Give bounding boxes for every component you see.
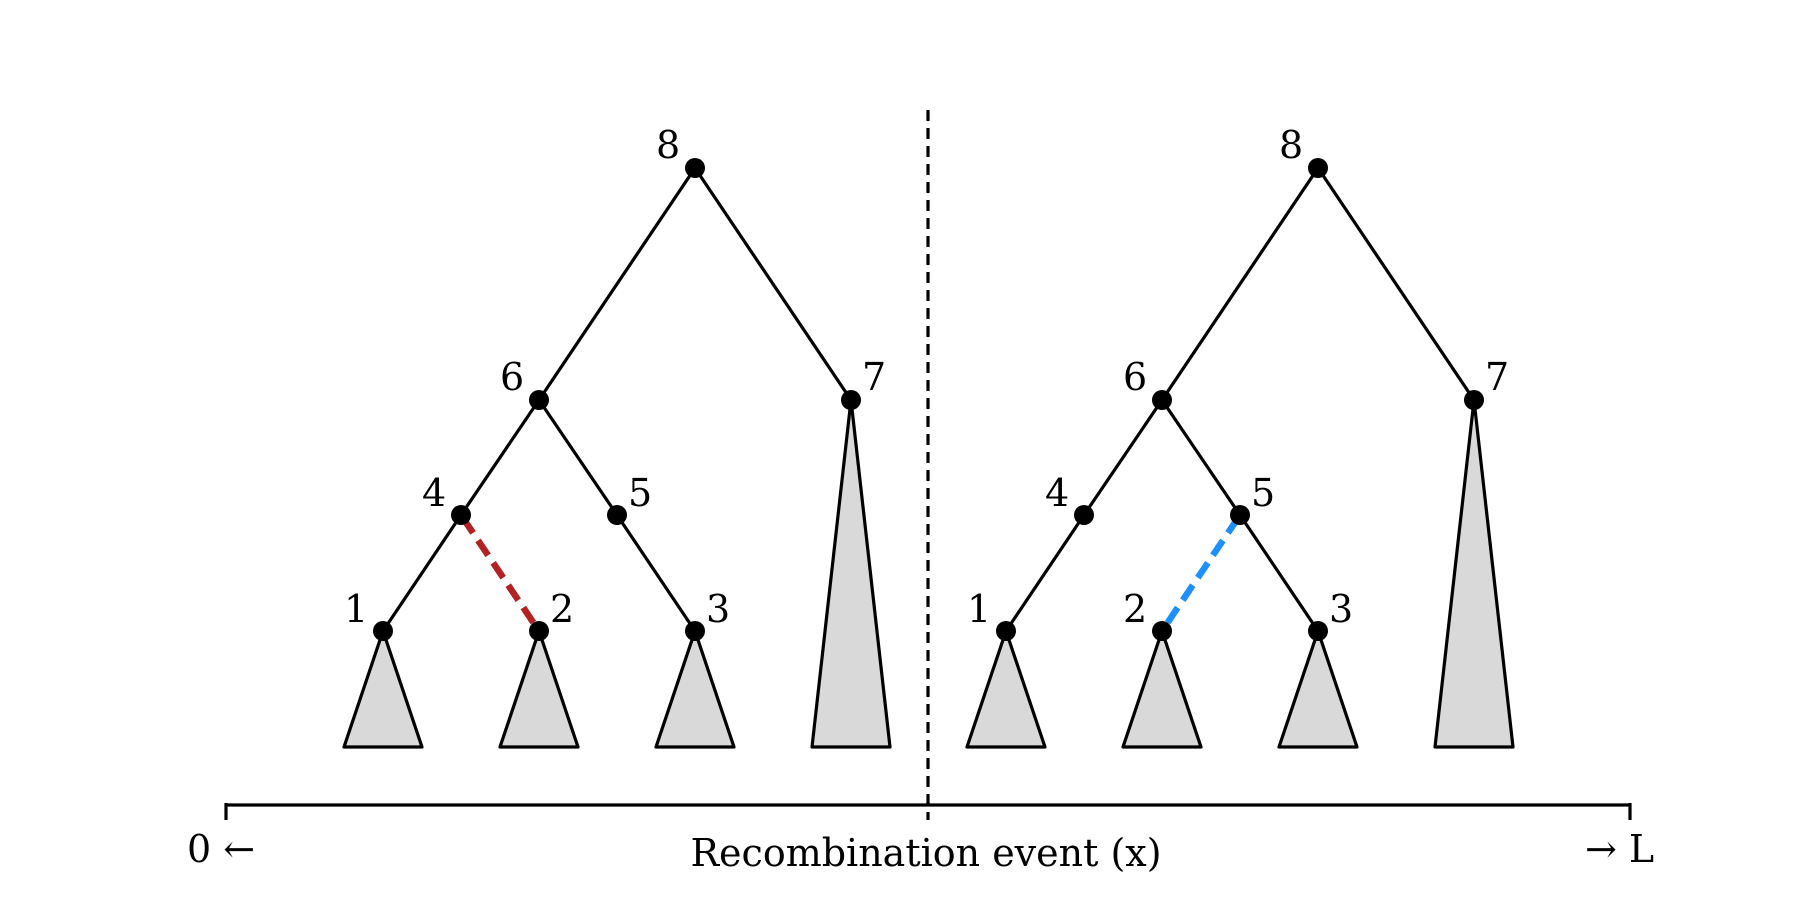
node-8 [685, 158, 705, 178]
right-tree: 8 6 7 4 5 1 2 3 [965, 123, 1515, 749]
sequence-axis: 0 ← → L Recombination event (x) [187, 803, 1654, 875]
edge-6-5 [1160, 399, 1242, 516]
axis-start-label: 0 ← [187, 827, 255, 871]
node-label-1: 1 [967, 587, 991, 631]
node-4 [451, 505, 471, 525]
edge-6-5 [537, 399, 619, 516]
node-2 [529, 621, 549, 641]
node-1 [373, 621, 393, 641]
node-label-8: 8 [1279, 123, 1303, 167]
node-2 [1152, 621, 1172, 641]
left-tree: 8 6 7 4 5 1 2 3 [342, 123, 892, 749]
axis-end-label: → L [1585, 827, 1654, 871]
node-8 [1308, 158, 1328, 178]
node-label-7: 7 [1485, 355, 1509, 399]
node-label-1: 1 [344, 587, 368, 631]
node-5 [1230, 505, 1250, 525]
node-6 [529, 390, 549, 410]
edge-8-6 [537, 167, 697, 401]
subtree-7 [1433, 398, 1515, 749]
node-3 [1308, 621, 1328, 641]
edge-4-1 [1004, 514, 1086, 632]
node-label-7: 7 [862, 355, 886, 399]
node-3 [685, 621, 705, 641]
node-1 [996, 621, 1016, 641]
node-label-3: 3 [706, 587, 730, 631]
edge-8-7 [1316, 167, 1476, 401]
edge-8-6 [1160, 167, 1320, 401]
node-label-4: 4 [1045, 471, 1069, 515]
edge-5-3 [1238, 514, 1320, 632]
subtree-2 [498, 629, 580, 749]
node-label-3: 3 [1329, 587, 1353, 631]
edge-8-7 [693, 167, 853, 401]
node-7 [1464, 390, 1484, 410]
node-4 [1074, 505, 1094, 525]
edge-4-1 [381, 514, 463, 632]
node-label-8: 8 [656, 123, 680, 167]
pruned-edge-4-2 [460, 516, 540, 630]
regrafted-edge-5-2 [1161, 516, 1241, 630]
node-label-2: 2 [1123, 587, 1147, 631]
subtree-3 [654, 629, 736, 749]
subtree-2 [1121, 629, 1203, 749]
node-7 [841, 390, 861, 410]
node-label-6: 6 [500, 355, 524, 399]
node-label-6: 6 [1123, 355, 1147, 399]
node-label-2: 2 [550, 587, 574, 631]
axis-center-label: Recombination event (x) [690, 831, 1161, 875]
node-label-5: 5 [628, 471, 652, 515]
node-label-4: 4 [422, 471, 446, 515]
edge-6-4 [459, 399, 541, 516]
subtree-3 [1277, 629, 1359, 749]
subtree-1 [342, 629, 424, 749]
node-6 [1152, 390, 1172, 410]
subtree-7 [810, 398, 892, 749]
subtree-1 [965, 629, 1047, 749]
edge-5-3 [615, 514, 697, 632]
node-5 [607, 505, 627, 525]
node-label-5: 5 [1251, 471, 1275, 515]
edge-6-4 [1082, 399, 1164, 516]
